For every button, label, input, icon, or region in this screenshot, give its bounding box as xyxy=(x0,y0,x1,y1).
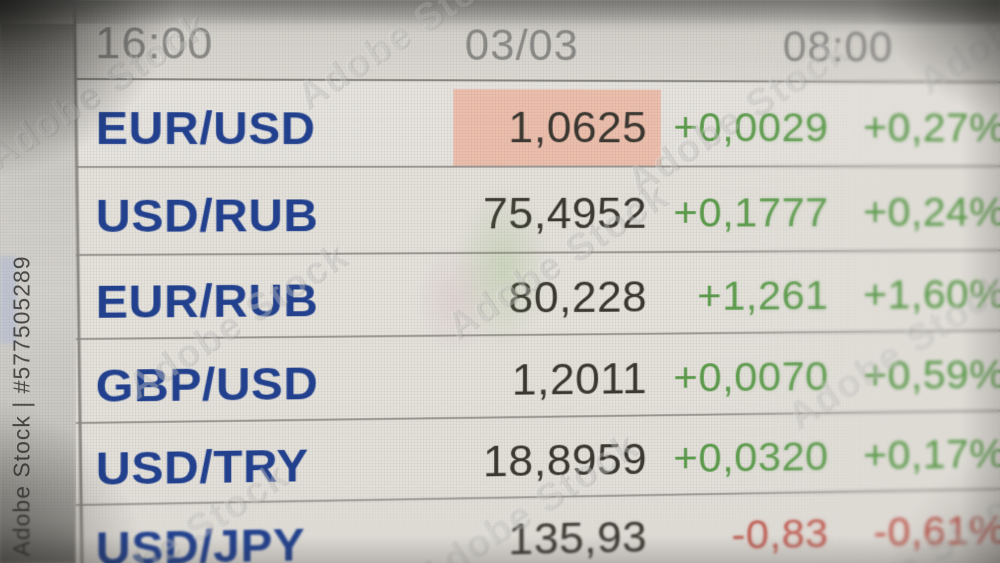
percent-cell: +0,17% xyxy=(863,430,1000,479)
percent-cell: -0,61% xyxy=(873,506,1000,556)
table-row-usdrub[interactable]: USD/RUB 75,4952 +0,1777 +0,24% xyxy=(76,167,1000,256)
pair-label: USD/RUB xyxy=(95,188,319,242)
time-label-1600: 16:00 xyxy=(95,19,214,69)
blue-reflection-rect xyxy=(0,256,17,344)
table-header-row: 16:00 03/03 08:00 xyxy=(76,19,1000,84)
table-row-eurusd[interactable]: EUR/USD 1,0625 +0,0029 +0,27% xyxy=(76,80,1000,168)
percent-cell: +1,60% xyxy=(863,270,1000,318)
pair-label: EUR/USD xyxy=(95,100,316,154)
pair-label: USD/JPY xyxy=(95,517,306,563)
pair-label: GBP/USD xyxy=(95,356,319,412)
price-cell-highlighted: 1,0625 xyxy=(462,89,648,166)
change-cell: +0,0029 xyxy=(673,103,829,151)
change-cell: +0,1777 xyxy=(673,189,829,236)
change-cell: +0,0070 xyxy=(673,352,829,401)
forex-quotes-table: 16:00 03/03 08:00 EUR/USD 1,0625 +0,0029… xyxy=(76,19,1000,563)
price-cell: 18,8959 xyxy=(483,433,648,487)
percent-cell: +0,24% xyxy=(863,188,1000,236)
price-cell: 80,228 xyxy=(508,271,648,323)
price-cell: 75,4952 xyxy=(483,187,648,239)
change-cell: +0,0320 xyxy=(673,432,829,482)
change-cell: -0,83 xyxy=(731,509,829,559)
percent-cell: +0,59% xyxy=(863,350,1000,399)
table-row-gbpusd[interactable]: GBP/USD 1,2011 +0,0070 +0,59% xyxy=(76,331,1000,424)
pair-label: USD/TRY xyxy=(95,438,309,495)
time-label-0800: 08:00 xyxy=(782,23,894,72)
price-cell: 1,2011 xyxy=(511,353,648,405)
table-row-eurrub[interactable]: EUR/RUB 80,228 +1,261 +1,60% xyxy=(76,251,1000,340)
percent-cell: +0,27% xyxy=(863,104,1000,151)
date-label-0303: 03/03 xyxy=(464,21,579,71)
price-cell: 135,93 xyxy=(508,511,648,563)
change-cell: +1,261 xyxy=(697,271,829,320)
pair-label: EUR/RUB xyxy=(95,273,319,328)
